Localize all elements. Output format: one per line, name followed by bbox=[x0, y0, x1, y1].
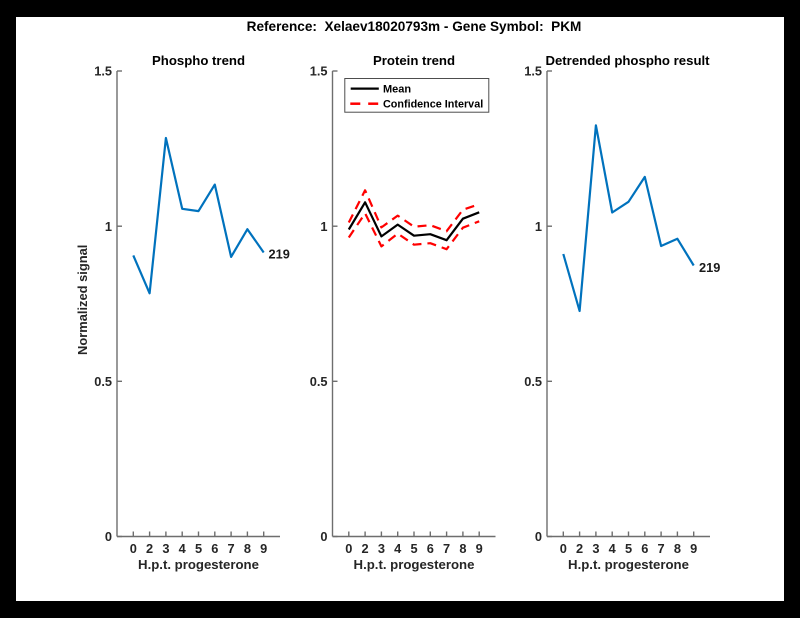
svg-text:2: 2 bbox=[146, 541, 153, 556]
svg-text:5: 5 bbox=[625, 541, 632, 556]
svg-text:8: 8 bbox=[244, 541, 251, 556]
svg-text:Normalized signal: Normalized signal bbox=[75, 245, 90, 355]
svg-text:0: 0 bbox=[535, 529, 542, 544]
svg-text:Detrended phospho result: Detrended phospho result bbox=[545, 53, 710, 68]
svg-text:H.p.t. progesterone: H.p.t. progesterone bbox=[138, 557, 259, 572]
svg-text:7: 7 bbox=[658, 541, 665, 556]
svg-text:2: 2 bbox=[362, 541, 369, 556]
svg-text:0: 0 bbox=[105, 529, 112, 544]
svg-text:3: 3 bbox=[592, 541, 599, 556]
svg-text:8: 8 bbox=[459, 541, 466, 556]
svg-text:4: 4 bbox=[394, 541, 402, 556]
svg-text:0.5: 0.5 bbox=[310, 374, 328, 389]
svg-text:1: 1 bbox=[535, 219, 542, 234]
svg-text:4: 4 bbox=[179, 541, 187, 556]
svg-text:5: 5 bbox=[195, 541, 202, 556]
svg-text:Confidence Interval: Confidence Interval bbox=[383, 99, 483, 111]
svg-text:0.5: 0.5 bbox=[524, 374, 542, 389]
svg-text:0: 0 bbox=[130, 541, 137, 556]
svg-text:9: 9 bbox=[690, 541, 697, 556]
svg-text:2: 2 bbox=[576, 541, 583, 556]
svg-text:3: 3 bbox=[378, 541, 385, 556]
svg-text:H.p.t. progesterone: H.p.t. progesterone bbox=[354, 557, 475, 572]
svg-text:6: 6 bbox=[427, 541, 434, 556]
svg-text:5: 5 bbox=[410, 541, 417, 556]
svg-text:1.5: 1.5 bbox=[524, 64, 542, 79]
svg-text:1.5: 1.5 bbox=[94, 64, 112, 79]
svg-text:3: 3 bbox=[162, 541, 169, 556]
svg-text:9: 9 bbox=[476, 541, 483, 556]
svg-text:219: 219 bbox=[699, 260, 720, 275]
svg-text:7: 7 bbox=[443, 541, 450, 556]
svg-text:7: 7 bbox=[228, 541, 235, 556]
svg-text:0: 0 bbox=[320, 529, 327, 544]
svg-text:4: 4 bbox=[609, 541, 617, 556]
svg-text:1.5: 1.5 bbox=[310, 64, 328, 79]
svg-text:1: 1 bbox=[105, 219, 112, 234]
svg-text:H.p.t. progesterone: H.p.t. progesterone bbox=[568, 557, 689, 572]
svg-text:0.5: 0.5 bbox=[94, 374, 112, 389]
svg-text:0: 0 bbox=[345, 541, 352, 556]
svg-text:Phospho trend: Phospho trend bbox=[152, 53, 245, 68]
svg-text:0: 0 bbox=[560, 541, 567, 556]
svg-text:Reference: Xelaev18020793m -: Reference: Xelaev18020793m - Gene Symbol… bbox=[247, 19, 582, 34]
svg-text:Protein trend: Protein trend bbox=[373, 53, 455, 68]
svg-text:1: 1 bbox=[320, 219, 327, 234]
svg-text:8: 8 bbox=[674, 541, 681, 556]
svg-text:9: 9 bbox=[260, 541, 267, 556]
svg-text:219: 219 bbox=[269, 247, 290, 262]
svg-text:6: 6 bbox=[641, 541, 648, 556]
svg-text:6: 6 bbox=[211, 541, 218, 556]
svg-text:Mean: Mean bbox=[383, 83, 411, 95]
